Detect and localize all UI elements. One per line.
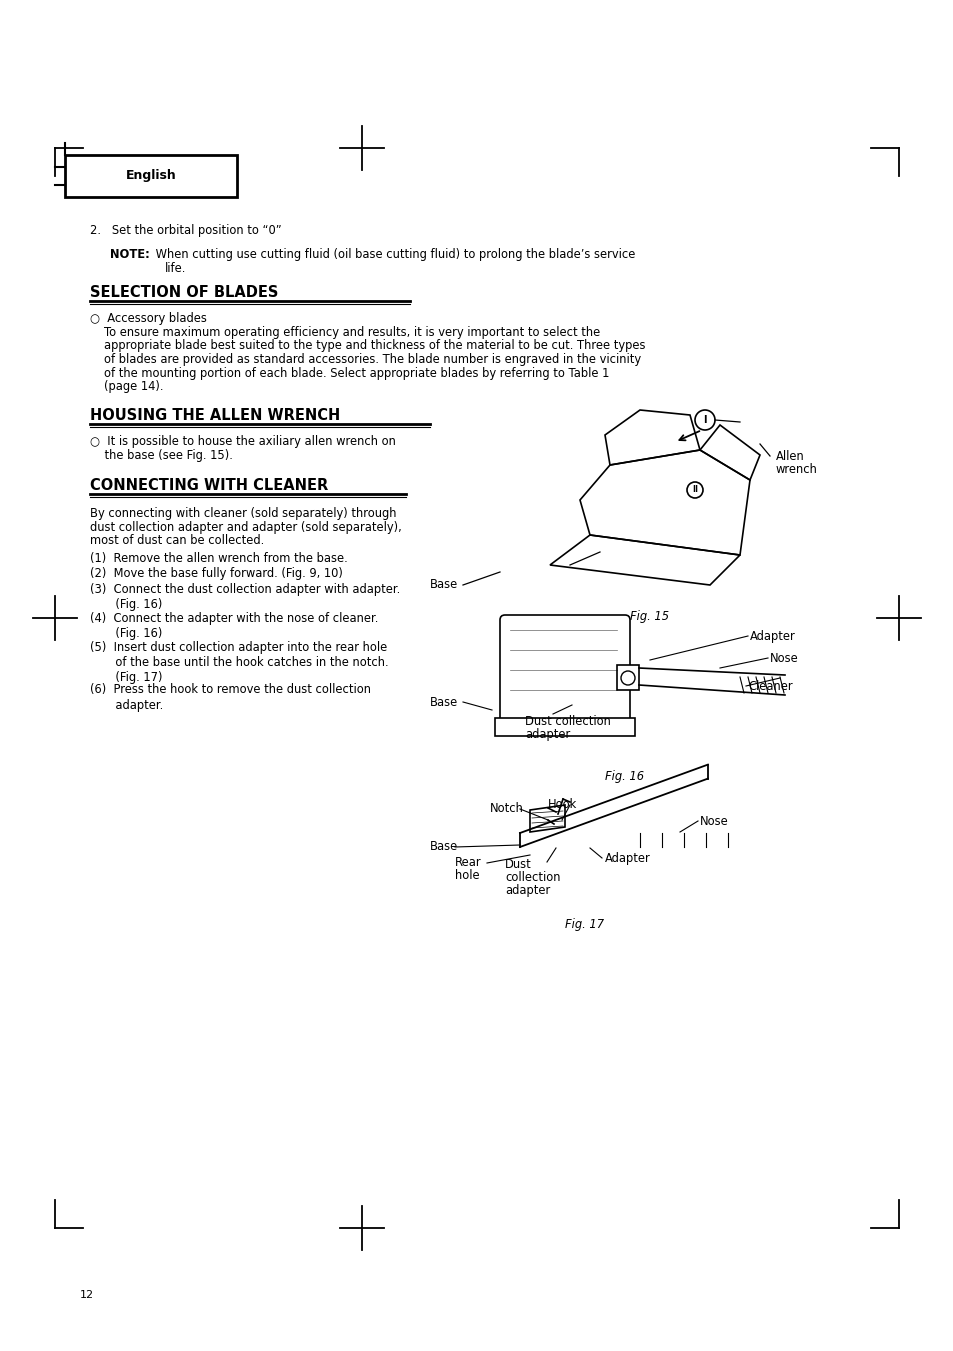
Text: Fig. 17: Fig. 17 (565, 917, 604, 931)
Bar (65, 155, 236, 197)
Text: adapter: adapter (504, 884, 550, 897)
Text: Dust collection: Dust collection (524, 715, 610, 728)
Text: Dust: Dust (504, 858, 531, 871)
Text: (4)  Connect the adapter with the nose of cleaner.
       (Fig. 16): (4) Connect the adapter with the nose of… (90, 612, 378, 640)
Text: Nose: Nose (700, 815, 728, 828)
Text: By connecting with cleaner (sold separately) through: By connecting with cleaner (sold separat… (90, 508, 396, 520)
Text: life.: life. (165, 262, 186, 276)
Text: HOUSING THE ALLEN WRENCH: HOUSING THE ALLEN WRENCH (90, 408, 340, 423)
Text: To ensure maximum operating efficiency and results, it is very important to sele: To ensure maximum operating efficiency a… (104, 326, 599, 339)
Text: II: II (691, 485, 698, 494)
Text: 12: 12 (80, 1290, 94, 1300)
Text: (1)  Remove the allen wrench from the base.: (1) Remove the allen wrench from the bas… (90, 553, 348, 565)
Text: of the mounting portion of each blade. Select appropriate blades by referring to: of the mounting portion of each blade. S… (104, 366, 609, 380)
Text: most of dust can be collected.: most of dust can be collected. (90, 535, 264, 547)
Text: appropriate blade best suited to the type and thickness of the material to be cu: appropriate blade best suited to the typ… (104, 339, 645, 353)
Text: NOTE:: NOTE: (110, 249, 150, 261)
Text: collection: collection (504, 871, 560, 884)
Text: Allen: Allen (775, 450, 804, 463)
Text: I: I (702, 415, 706, 426)
Text: Cleaner: Cleaner (747, 680, 792, 693)
Text: of blades are provided as standard accessories. The blade number is engraved in : of blades are provided as standard acces… (104, 353, 640, 366)
Text: (5)  Insert dust collection adapter into the rear hole
       of the base until : (5) Insert dust collection adapter into … (90, 640, 388, 684)
Text: dust collection adapter and adapter (sold separately),: dust collection adapter and adapter (sol… (90, 521, 401, 534)
Text: adapter: adapter (524, 728, 570, 740)
Bar (617, 665, 639, 690)
Text: (6)  Press the hook to remove the dust collection
       adapter.: (6) Press the hook to remove the dust co… (90, 684, 371, 712)
Text: Base: Base (430, 840, 457, 852)
FancyBboxPatch shape (499, 615, 629, 725)
Text: Fig. 15: Fig. 15 (630, 611, 669, 623)
Text: (2)  Move the base fully forward. (Fig. 9, 10): (2) Move the base fully forward. (Fig. 9… (90, 567, 342, 581)
Bar (495, 717, 635, 736)
Text: hole: hole (455, 869, 479, 882)
Text: (page 14).: (page 14). (104, 380, 163, 393)
Text: Base: Base (430, 578, 457, 590)
Text: Base: Base (430, 696, 457, 709)
Text: Hook: Hook (547, 798, 577, 811)
Text: the base (see Fig. 15).: the base (see Fig. 15). (90, 449, 233, 462)
Text: 2.   Set the orbital position to “0”: 2. Set the orbital position to “0” (90, 224, 281, 236)
Text: Fig. 16: Fig. 16 (605, 770, 644, 784)
Text: ○  Accessory blades: ○ Accessory blades (90, 312, 207, 326)
Text: Rear: Rear (455, 857, 481, 869)
Text: Adapter: Adapter (749, 630, 795, 643)
Text: (3)  Connect the dust collection adapter with adapter.
       (Fig. 16): (3) Connect the dust collection adapter … (90, 584, 400, 611)
Text: Nose: Nose (769, 653, 798, 665)
Text: When cutting use cutting fluid (oil base cutting fluid) to prolong the blade’s s: When cutting use cutting fluid (oil base… (152, 249, 635, 261)
Text: SELECTION OF BLADES: SELECTION OF BLADES (90, 285, 278, 300)
Text: wrench: wrench (775, 463, 817, 476)
Text: ○  It is possible to house the axiliary allen wrench on: ○ It is possible to house the axiliary a… (90, 435, 395, 447)
Text: Notch: Notch (490, 802, 523, 815)
Text: CONNECTING WITH CLEANER: CONNECTING WITH CLEANER (90, 477, 328, 493)
Text: English: English (126, 169, 176, 182)
Text: Adapter: Adapter (604, 852, 650, 865)
